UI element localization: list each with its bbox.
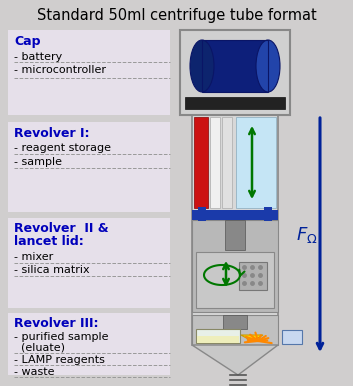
Text: - waste: - waste: [14, 367, 54, 377]
Bar: [185, 97, 285, 109]
Text: - battery: - battery: [14, 52, 62, 62]
Polygon shape: [241, 335, 263, 339]
Text: - microcontroller: - microcontroller: [14, 65, 106, 75]
Bar: [192, 220, 278, 312]
Bar: [202, 40, 268, 92]
Bar: [197, 336, 239, 343]
Bar: [192, 315, 278, 345]
Bar: [225, 220, 245, 250]
Bar: [196, 329, 240, 343]
Ellipse shape: [256, 40, 280, 92]
Text: Revolver  II &: Revolver II &: [14, 222, 109, 235]
Bar: [202, 40, 268, 92]
Bar: [8, 218, 170, 308]
Text: - reagent storage: - reagent storage: [14, 143, 111, 153]
Bar: [236, 117, 276, 208]
Bar: [198, 207, 206, 221]
Text: - sample: - sample: [14, 157, 62, 167]
Bar: [8, 122, 170, 212]
Polygon shape: [192, 345, 278, 375]
Text: - LAMP reagents: - LAMP reagents: [14, 355, 105, 365]
Bar: [192, 115, 278, 345]
Text: - silica matrix: - silica matrix: [14, 265, 90, 275]
Text: lancet lid:: lancet lid:: [14, 235, 84, 248]
Bar: [180, 30, 290, 115]
Text: Revolver III:: Revolver III:: [14, 317, 98, 330]
Bar: [210, 117, 220, 208]
Text: $\mathit{F}_\Omega$: $\mathit{F}_\Omega$: [296, 225, 318, 245]
Bar: [192, 210, 278, 220]
Bar: [264, 207, 272, 221]
Text: Revolver I:: Revolver I:: [14, 127, 90, 140]
Bar: [222, 117, 232, 208]
Bar: [239, 262, 267, 290]
Ellipse shape: [190, 40, 214, 92]
Bar: [282, 330, 302, 344]
Bar: [196, 252, 274, 308]
Text: - purified sample: - purified sample: [14, 332, 108, 342]
Bar: [8, 313, 170, 375]
Bar: [223, 315, 247, 329]
Bar: [194, 117, 208, 208]
Text: Standard 50ml centrifuge tube format: Standard 50ml centrifuge tube format: [37, 8, 316, 23]
Text: - mixer: - mixer: [14, 252, 53, 262]
Text: (eluate): (eluate): [14, 342, 65, 352]
Bar: [8, 30, 170, 115]
Text: Cap: Cap: [14, 35, 41, 48]
